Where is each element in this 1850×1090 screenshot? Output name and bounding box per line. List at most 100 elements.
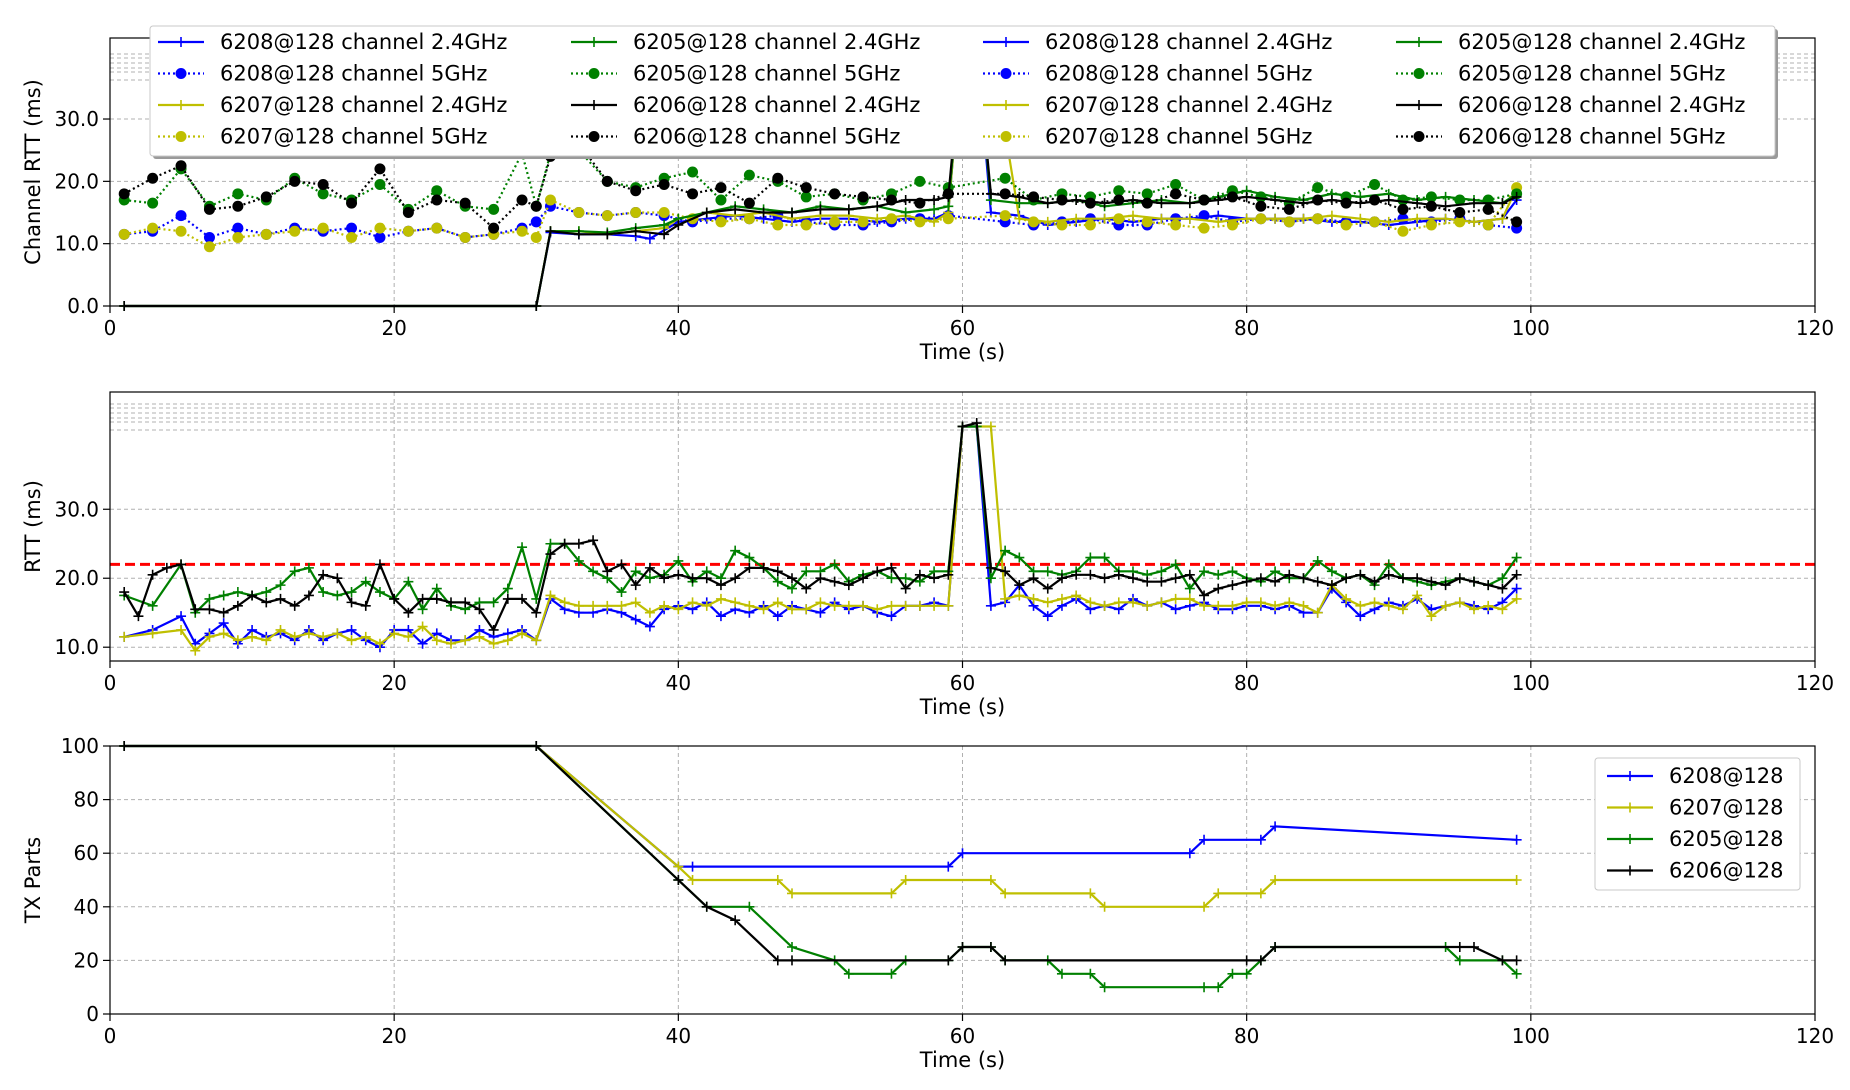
tx-parts-data-point	[843, 968, 854, 979]
legend-marker	[589, 37, 599, 47]
rtt-data-point	[630, 597, 641, 608]
rtt-data-point	[232, 635, 243, 646]
rtt-data-point	[147, 628, 158, 639]
tx-parts-data-point	[673, 861, 684, 872]
channel-rtt-data-point	[203, 241, 215, 253]
channel-rtt-data-point	[1156, 198, 1167, 209]
channel-rtt-data-point	[659, 219, 670, 230]
rtt-data-point	[815, 607, 826, 618]
channel-rtt-data-point	[658, 207, 670, 219]
rtt-data-point	[474, 631, 485, 642]
rtt-data-point	[1184, 583, 1195, 594]
rtt-data-point	[374, 587, 385, 598]
channel-rtt-data-point	[715, 182, 727, 194]
channel-rtt-data-point	[743, 213, 755, 225]
channel-rtt-y-tick-label: 10.0	[54, 232, 99, 256]
channel-rtt-data-point	[999, 210, 1011, 222]
tx-parts-x-tick-label: 20	[381, 1024, 406, 1048]
rtt-data-point	[1241, 597, 1252, 608]
rtt-data-point	[389, 593, 400, 604]
legend-label: 6208@128 channel 5GHz	[1045, 62, 1312, 86]
channel-rtt-data-point	[573, 229, 584, 240]
rtt-data-point	[218, 590, 229, 601]
rtt-data-point	[488, 638, 499, 649]
rtt-data-point	[1227, 580, 1238, 591]
tx-parts-y-tick-label: 0	[86, 1002, 99, 1026]
tx-parts-data-point	[673, 875, 684, 885]
rtt-data-point	[1255, 573, 1266, 584]
rtt-data-point	[161, 562, 172, 573]
tx-parts-data-point	[1213, 982, 1224, 993]
rtt-data-point	[318, 569, 329, 580]
rtt-data-point	[1483, 580, 1494, 591]
legend-marker	[588, 68, 600, 79]
rtt-data-point	[204, 593, 215, 604]
rtt-data-point	[1270, 576, 1281, 587]
rtt-data-point	[1369, 576, 1380, 587]
channel-rtt-data-point	[943, 201, 954, 212]
tx-parts-data-point	[900, 875, 911, 885]
rtt-data-point	[218, 618, 229, 629]
rtt-data-point	[289, 600, 300, 611]
legend-label: 6206@128 channel 5GHz	[633, 125, 900, 149]
legend-label: 6205@128 channel 2.4GHz	[1458, 30, 1745, 54]
rtt-data-point	[1426, 611, 1437, 622]
rtt-data-point	[886, 562, 897, 573]
tx-parts-data-point	[772, 875, 783, 885]
legend-label: 6206@128 channel 5GHz	[1458, 125, 1725, 149]
tx-parts-data-point	[1255, 888, 1266, 899]
legend-label: 6205@128 channel 2.4GHz	[633, 30, 920, 54]
tx-parts-data-point	[787, 942, 797, 952]
tx-parts-data-point	[1454, 955, 1465, 966]
channel-rtt-data-point	[715, 194, 727, 206]
channel-rtt-data-point	[1412, 213, 1423, 224]
rtt-data-point	[289, 631, 300, 642]
rtt-data-point	[545, 538, 556, 549]
tx-parts-y-tick-label: 60	[74, 841, 99, 865]
channel-rtt-data-point	[459, 197, 471, 209]
rtt-data-point	[1341, 593, 1352, 604]
legend-marker	[175, 68, 187, 79]
rtt-data-point	[659, 573, 670, 584]
channel-rtt-data-point	[1440, 191, 1451, 202]
channel-rtt-data-point	[929, 204, 940, 215]
channel-rtt-data-point	[175, 210, 187, 222]
channel-rtt-y-tick-label: 30.0	[54, 107, 99, 131]
channel-rtt-data-point	[644, 233, 655, 244]
tx-parts-series-line	[124, 744, 1517, 908]
rtt-data-point	[403, 631, 414, 642]
channel-rtt-data-point	[1355, 198, 1366, 209]
channel-rtt-data-point	[1469, 198, 1479, 209]
rtt-data-point	[190, 645, 201, 656]
rtt-data-point	[332, 628, 343, 639]
channel-rtt-data-point	[530, 200, 542, 212]
legend-label: 6207@128 channel 5GHz	[1045, 125, 1312, 149]
rtt-data-point	[1412, 573, 1423, 584]
rtt-data-point	[758, 562, 769, 573]
channel-rtt-data-point	[843, 204, 854, 215]
channel-rtt-data-point	[232, 231, 244, 243]
rtt-data-point	[801, 604, 812, 615]
rtt-data-point	[772, 566, 783, 577]
rtt-data-point	[644, 607, 655, 618]
channel-rtt-data-point	[346, 222, 358, 234]
rtt-data-point	[1497, 583, 1508, 594]
rtt-data-point	[630, 614, 641, 625]
channel-rtt-data-point	[1440, 201, 1451, 212]
rtt-data-point	[431, 583, 442, 594]
channel-rtt-data-point	[1170, 219, 1182, 231]
rtt-data-point	[1199, 600, 1210, 611]
tx-parts-data-point	[1497, 955, 1508, 966]
channel-rtt-data-point	[1198, 210, 1210, 222]
channel-rtt-data-point	[900, 207, 911, 218]
channel-rtt-data-point	[1226, 191, 1238, 203]
channel-rtt-data-point	[402, 225, 414, 237]
rtt-series-1	[119, 421, 1522, 656]
legend-box	[1594, 757, 1801, 891]
rtt-x-tick-label: 40	[666, 671, 691, 695]
legend-marker	[1414, 37, 1424, 47]
channel-rtt-data-point	[857, 216, 869, 228]
legend-label: 6208@128 channel 2.4GHz	[1045, 30, 1332, 54]
rtt-data-point	[360, 600, 371, 611]
rtt-data-point	[133, 611, 144, 622]
